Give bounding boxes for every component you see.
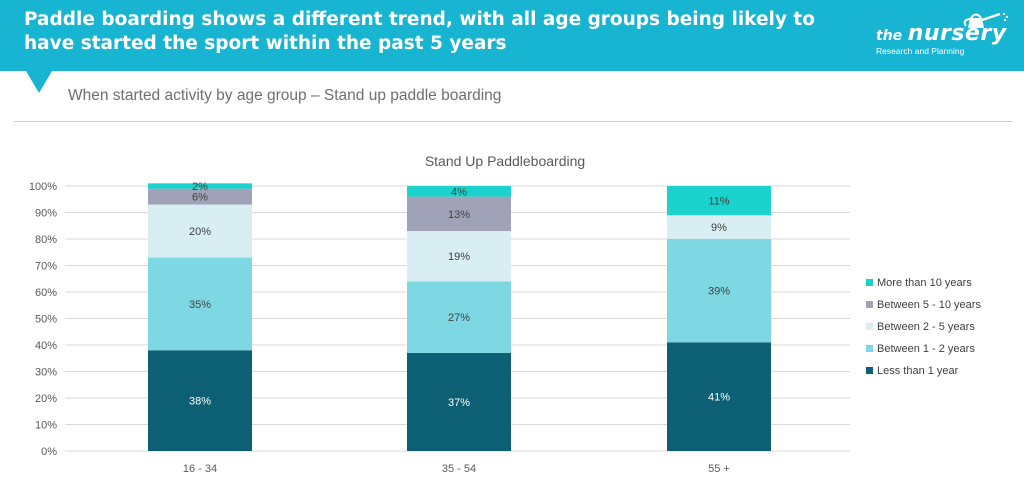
bar-segment bbox=[667, 342, 771, 451]
legend-label: Less than 1 year bbox=[877, 365, 959, 377]
bar-segment bbox=[407, 231, 511, 282]
bar-segment bbox=[407, 186, 511, 197]
bar-segment bbox=[407, 281, 511, 353]
data-label: 37% bbox=[448, 397, 470, 409]
bar-segment bbox=[407, 196, 511, 232]
legend-swatch bbox=[866, 279, 873, 286]
x-tick-label: 35 - 54 bbox=[442, 463, 476, 475]
logo-wordmark: the nursery bbox=[876, 21, 1007, 46]
data-label: 39% bbox=[708, 286, 730, 298]
slide-subtitle: When started activity by age group – Sta… bbox=[68, 87, 502, 104]
legend-swatch bbox=[866, 367, 873, 374]
header-notch bbox=[26, 71, 52, 93]
y-tick-label: 0% bbox=[41, 446, 57, 458]
legend-swatch bbox=[866, 301, 873, 308]
chart-title: Stand Up Paddleboarding bbox=[425, 153, 585, 169]
legend-label: Between 1 - 2 years bbox=[877, 343, 975, 355]
watering-can-icon bbox=[963, 12, 1009, 28]
page-title: Paddle boarding shows a different trend,… bbox=[24, 9, 815, 54]
legend-swatch bbox=[866, 323, 873, 330]
legend-label: More than 10 years bbox=[877, 277, 972, 289]
data-label: 2% bbox=[192, 181, 208, 193]
data-label: 9% bbox=[711, 222, 727, 234]
x-tick-label: 16 - 34 bbox=[183, 463, 217, 475]
data-label: 38% bbox=[189, 396, 211, 408]
logo-nursery: nursery bbox=[907, 21, 1007, 46]
data-label: 11% bbox=[708, 196, 729, 208]
logo-the: the bbox=[876, 28, 903, 44]
bar-segment bbox=[148, 183, 252, 189]
logo-subtext: Research and Planning bbox=[876, 46, 965, 56]
x-tick-label: 55 + bbox=[708, 463, 730, 475]
data-label: 41% bbox=[708, 392, 730, 404]
data-label: 4% bbox=[451, 186, 467, 198]
legend-label: Between 5 - 10 years bbox=[877, 299, 981, 311]
bar-segment bbox=[407, 352, 511, 451]
y-tick-label: 50% bbox=[35, 314, 57, 326]
bar-segment bbox=[667, 186, 771, 216]
bar-segment bbox=[148, 204, 252, 258]
y-tick-label: 100% bbox=[29, 181, 57, 193]
bar-segment bbox=[667, 215, 771, 239]
data-label: 19% bbox=[448, 251, 470, 263]
data-label: 27% bbox=[448, 312, 470, 324]
y-tick-label: 90% bbox=[35, 208, 57, 220]
data-label: 20% bbox=[189, 226, 211, 238]
bar-segment bbox=[148, 350, 252, 451]
bar-segment bbox=[667, 239, 771, 343]
nursery-logo: the nursery Research and Planning bbox=[872, 10, 1012, 60]
bar-segment bbox=[148, 257, 252, 351]
bar-segment bbox=[148, 188, 252, 205]
legend-label: Between 2 - 5 years bbox=[877, 321, 975, 333]
y-tick-label: 80% bbox=[35, 234, 57, 246]
divider bbox=[14, 121, 1012, 122]
y-tick-label: 20% bbox=[35, 393, 57, 405]
y-tick-label: 60% bbox=[35, 287, 57, 299]
data-label: 13% bbox=[448, 209, 470, 221]
data-label: 6% bbox=[192, 192, 208, 204]
header-banner: Paddle boarding shows a different trend,… bbox=[0, 0, 1024, 71]
y-tick-label: 10% bbox=[35, 420, 57, 432]
y-tick-label: 70% bbox=[35, 261, 57, 273]
data-label: 35% bbox=[189, 299, 211, 311]
legend-swatch bbox=[866, 345, 873, 352]
y-tick-label: 40% bbox=[35, 340, 57, 352]
y-tick-label: 30% bbox=[35, 367, 57, 379]
